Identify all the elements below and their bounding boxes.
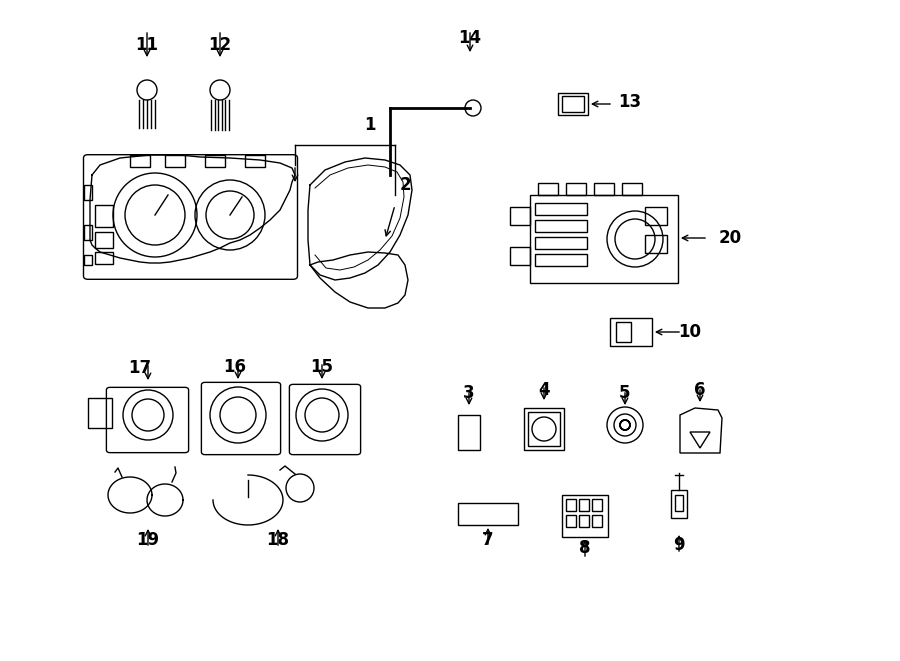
Bar [645,235,667,253]
Text: 20: 20 [718,229,742,247]
Text: 9: 9 [673,536,685,554]
Bar [95,252,113,264]
Bar [165,155,185,167]
Bar [566,515,576,527]
Bar [95,232,113,248]
Text: 2: 2 [400,176,410,194]
Bar [592,499,602,511]
Text: 13: 13 [618,93,642,111]
Text: 1: 1 [364,116,376,134]
Bar [530,195,678,283]
Text: 19: 19 [137,531,159,549]
Bar [84,225,92,240]
Text: 4: 4 [538,381,550,399]
Bar [130,155,150,167]
Text: 17: 17 [129,359,151,377]
Bar [510,207,530,225]
Bar [84,185,92,200]
Bar [510,247,530,265]
Text: 15: 15 [310,358,334,376]
Bar [245,155,265,167]
Bar [671,490,687,518]
Text: 18: 18 [266,531,290,549]
Bar [579,515,589,527]
Bar [622,183,642,195]
Bar [535,237,587,249]
Bar [535,203,587,215]
Bar [528,412,560,446]
Bar [610,318,652,346]
Bar [535,254,587,266]
Text: 6: 6 [694,381,706,399]
Text: 11: 11 [136,36,158,54]
Bar [645,207,667,225]
Bar [84,255,92,265]
Bar [579,499,589,511]
Bar [616,322,631,342]
Text: 3: 3 [464,384,475,402]
Bar [458,415,480,450]
Bar [538,183,558,195]
Bar [524,408,564,450]
Bar [558,93,588,115]
Bar [566,499,576,511]
Bar [95,205,113,227]
Bar [566,183,586,195]
Bar [458,503,518,525]
Bar [562,96,584,112]
Text: 14: 14 [458,29,482,47]
Text: 7: 7 [482,531,494,549]
Bar [205,155,225,167]
Bar [592,515,602,527]
Text: 12: 12 [209,36,231,54]
Bar [562,495,608,537]
Bar [675,495,683,511]
Bar [535,220,587,232]
Text: 8: 8 [580,539,590,557]
Text: 10: 10 [679,323,701,341]
Bar [594,183,614,195]
Text: 5: 5 [619,384,631,402]
Bar [88,398,112,428]
Text: 16: 16 [223,358,247,376]
